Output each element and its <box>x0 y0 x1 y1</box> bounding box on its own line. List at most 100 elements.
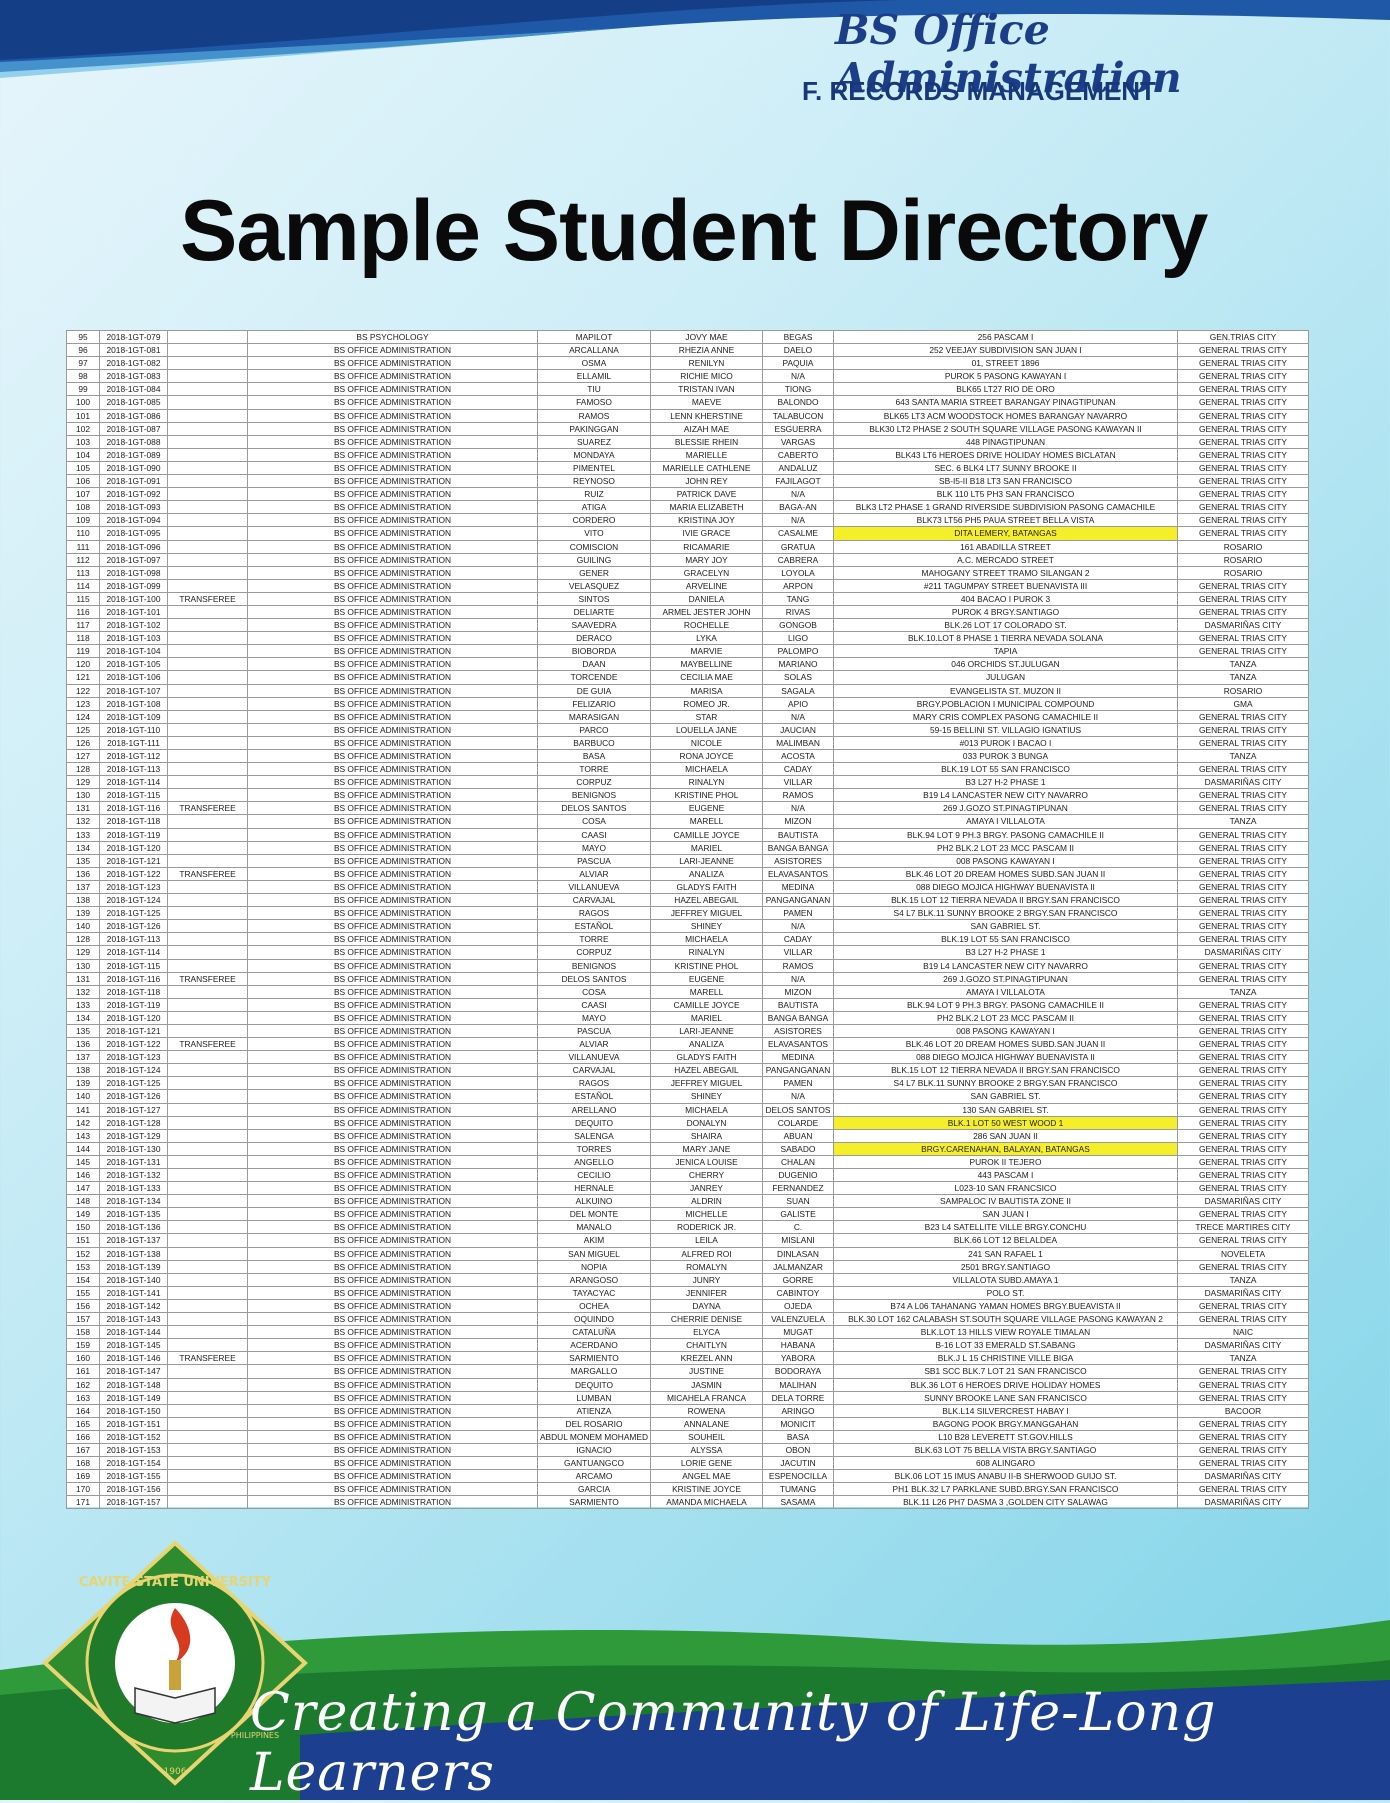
table-cell: BASA <box>762 1429 834 1444</box>
table-cell <box>167 382 248 397</box>
table-cell: 152 <box>66 1246 100 1261</box>
table-cell: SOLAS <box>762 670 834 685</box>
table-cell: GENERAL TRIAS CITY <box>1177 1154 1309 1170</box>
table-row: 144 2018-1GT-130 BS OFFICE ADMINISTRATION T… <box>66 1141 1309 1156</box>
table-cell: CAMILLE JOYCE <box>650 827 763 842</box>
table-cell: BS OFFICE ADMINISTRATION <box>247 1050 538 1065</box>
table-cell <box>167 1285 248 1300</box>
table-cell: SEC. 6 BLK4 LT7 SUNNY BROOKE II <box>833 460 1178 476</box>
table-cell: BS OFFICE ADMINISTRATION <box>247 1102 538 1117</box>
table-cell: BLK3 LT2 PHASE 1 GRAND RIVERSIDE SUBDIVI… <box>833 500 1178 515</box>
table-cell: MARY JANE <box>650 1141 763 1156</box>
table-cell <box>167 1390 248 1405</box>
table-cell: 2018-1GT-126 <box>99 1089 168 1104</box>
table-cell: 106 <box>66 474 100 489</box>
table-cell: TRANSFEREE <box>167 971 248 986</box>
table-cell: 2018-1GT-086 <box>99 408 168 423</box>
table-cell: TANZA <box>1177 984 1309 999</box>
table-cell: BS OFFICE ADMINISTRATION <box>247 1115 538 1130</box>
table-cell <box>167 618 248 633</box>
seal-text: CAVITE STATE UNIVERSITY <box>79 1575 272 1590</box>
table-cell: GENERAL TRIAS CITY <box>1177 343 1309 358</box>
table-cell: AMAYA I VILLALOTA <box>833 814 1178 829</box>
table-row: 113 2018-1GT-098 BS OFFICE ADMINISTRATION G… <box>66 565 1309 580</box>
table-cell <box>167 879 248 895</box>
table-cell: GENERAL TRIAS CITY <box>1177 1181 1309 1196</box>
table-cell: TORRES <box>537 1141 651 1156</box>
table-cell: 140 <box>66 1089 100 1104</box>
table-cell <box>167 1403 248 1418</box>
table-cell: ANDALUZ <box>762 460 834 476</box>
table-cell: 125 <box>66 722 100 737</box>
table-cell: S4 L7 BLK.11 SUNNY BROOKE 2 BRGY.SAN FRA… <box>833 906 1178 921</box>
table-cell: 2018-1GT-143 <box>99 1312 168 1327</box>
table-row: 106 2018-1GT-091 BS OFFICE ADMINISTRATION R… <box>66 474 1309 489</box>
table-cell: 2018-1GT-102 <box>99 618 168 633</box>
table-cell: SB1 SCC BLK.7 LOT 21 SAN FRANCISCO <box>833 1364 1178 1379</box>
table-cell: 2018-1GT-119 <box>99 997 168 1012</box>
table-cell: SAAVEDRA <box>537 618 651 633</box>
table-cell: 96 <box>66 343 100 358</box>
table-row: 116 2018-1GT-101 BS OFFICE ADMINISTRATION D… <box>66 604 1309 620</box>
table-cell: DE GUIA <box>537 683 651 698</box>
table-cell: BS OFFICE ADMINISTRATION <box>247 1207 538 1222</box>
student-directory-sheet: 95 2018-1GT-079 BS PSYCHOLOGY MAPILOT JOVY M… <box>66 329 1309 1510</box>
table-cell: GENERAL TRIAS CITY <box>1177 1037 1309 1052</box>
table-cell: 2018-1GT-107 <box>99 683 168 698</box>
table-cell: DANIELA <box>650 591 763 606</box>
table-cell <box>167 1442 248 1458</box>
table-cell: 113 <box>66 565 100 580</box>
table-cell: TORCENDE <box>537 670 651 685</box>
table-cell: ALDRIN <box>650 1194 763 1209</box>
table-cell: GENERAL TRIAS CITY <box>1177 644 1309 659</box>
table-row: 104 2018-1GT-089 BS OFFICE ADMINISTRATION M… <box>66 447 1309 462</box>
table-cell: BS OFFICE ADMINISTRATION <box>247 1076 538 1091</box>
table-row: 135 2018-1GT-121 BS OFFICE ADMINISTRATION P… <box>66 1023 1309 1039</box>
table-cell: GUILING <box>537 552 651 567</box>
table-cell: CADAY <box>762 762 834 777</box>
table-cell: CATALUÑA <box>537 1325 651 1340</box>
table-cell: 241 SAN RAFAEL 1 <box>833 1246 1178 1261</box>
table-cell: 2018-1GT-097 <box>99 552 168 567</box>
table-cell: MALIMBAN <box>762 735 834 751</box>
student-directory-table: 95 2018-1GT-079 BS PSYCHOLOGY MAPILOT JOVY M… <box>66 329 1309 1510</box>
table-cell: BEGAS <box>762 329 834 345</box>
table-cell: TRANSFEREE <box>167 1037 248 1052</box>
table-cell: BIOBORDA <box>537 644 651 659</box>
table-cell: 139 <box>66 1076 100 1091</box>
table-row: 166 2018-1GT-152 BS OFFICE ADMINISTRATION A… <box>66 1429 1309 1444</box>
table-cell: BACOOR <box>1177 1403 1309 1418</box>
table-cell: TUMANG <box>762 1482 834 1497</box>
table-cell: 2018-1GT-108 <box>99 696 168 711</box>
table-cell: PIMENTEL <box>537 460 651 476</box>
table-cell: GENERAL TRIAS CITY <box>1177 906 1309 921</box>
table-row: 137 2018-1GT-123 BS OFFICE ADMINISTRATION V… <box>66 1050 1309 1065</box>
table-cell: GENERAL TRIAS CITY <box>1177 1416 1309 1431</box>
table-cell: REYNOSO <box>537 474 651 489</box>
table-cell: GENERAL TRIAS CITY <box>1177 1115 1309 1130</box>
table-cell: CORPUZ <box>537 945 651 960</box>
table-cell: 2018-1GT-116 <box>99 801 168 816</box>
table-cell: CORDERO <box>537 513 651 528</box>
table-cell: LENN KHERSTINE <box>650 408 763 423</box>
table-cell: ANNALANE <box>650 1416 763 1431</box>
table-row: 158 2018-1GT-144 BS OFFICE ADMINISTRATION C… <box>66 1325 1309 1340</box>
table-cell: BS OFFICE ADMINISTRATION <box>247 827 538 842</box>
table-cell: BS OFFICE ADMINISTRATION <box>247 1298 538 1314</box>
table-cell: BS OFFICE ADMINISTRATION <box>247 356 538 371</box>
table-cell: ROSARIO <box>1177 539 1309 554</box>
table-cell: SHINEY <box>650 919 763 934</box>
table-cell: 2018-1GT-123 <box>99 1050 168 1065</box>
table-cell: 2018-1GT-082 <box>99 356 168 371</box>
table-cell <box>167 1416 248 1431</box>
table-cell: MARIEL <box>650 840 763 855</box>
table-cell: GALISTE <box>762 1207 834 1222</box>
table-row: 119 2018-1GT-104 BS OFFICE ADMINISTRATION B… <box>66 644 1309 659</box>
table-cell <box>167 1050 248 1065</box>
table-cell: GENERAL TRIAS CITY <box>1177 709 1309 724</box>
table-cell: 2018-1GT-129 <box>99 1128 168 1143</box>
table-cell: 2018-1GT-133 <box>99 1181 168 1196</box>
table-cell: 161 <box>66 1364 100 1379</box>
table-cell: B74 A L06 TAHANANG YAMAN HOMES BRGY.BUEA… <box>833 1298 1178 1314</box>
table-cell: GENERAL TRIAS CITY <box>1177 369 1309 384</box>
